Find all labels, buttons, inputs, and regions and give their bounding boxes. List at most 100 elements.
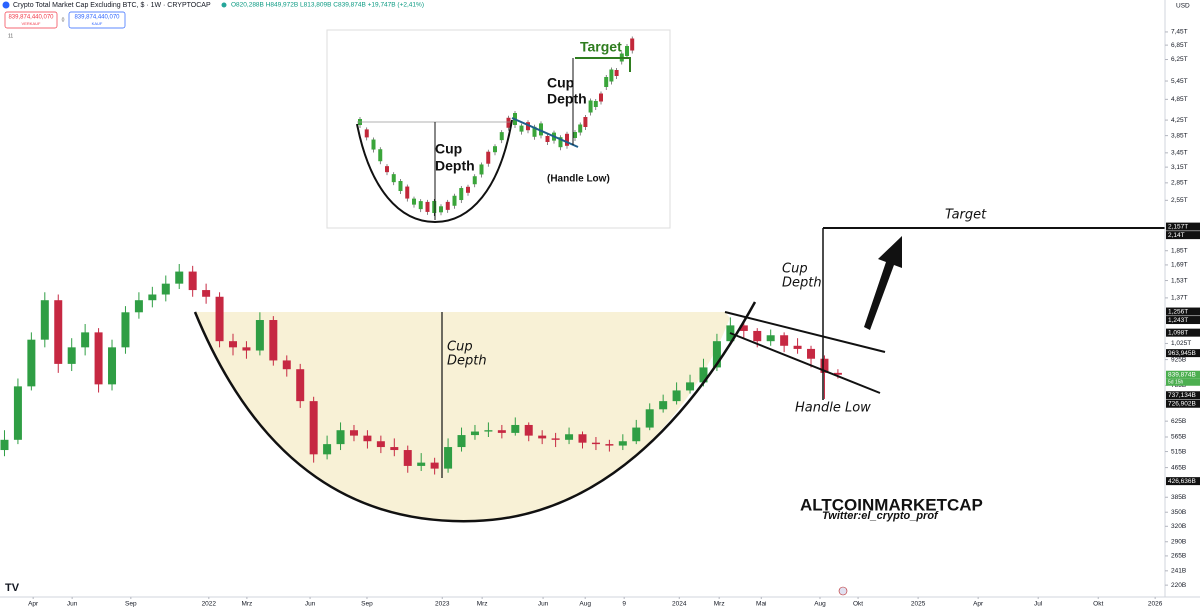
candle-body [67, 347, 76, 364]
inset-candle [412, 198, 416, 205]
x-tick-label: 2025 [911, 601, 926, 608]
countdown-box [1166, 378, 1200, 386]
inset-cup [356, 119, 513, 224]
candle-body [524, 424, 533, 436]
flag-top [724, 311, 886, 353]
inset-candle [493, 146, 497, 153]
inset-candle [545, 136, 550, 142]
inset-candle [539, 123, 543, 136]
candle-body [430, 462, 439, 469]
interval[interactable]: 11 [8, 33, 13, 39]
candle-body [753, 330, 762, 342]
buy-button[interactable] [68, 11, 126, 29]
candle-body [470, 431, 479, 436]
candle-body [578, 434, 587, 443]
y-tick-label: 2,85T [1171, 180, 1188, 187]
symbol-title: Crypto Total Market Cap Excluding BTC, $… [13, 2, 211, 9]
price-label: 2,14T [1168, 232, 1185, 239]
candle-body [766, 335, 775, 342]
inset-candle [578, 124, 583, 133]
cup-depth-label: Cup [447, 340, 473, 355]
inset-candle [378, 149, 383, 162]
countdown: 5d 15h [1168, 380, 1184, 386]
x-tick-label: 2022 [202, 601, 217, 608]
y-tick-label: 290B [1171, 538, 1186, 545]
candle-body [148, 294, 157, 301]
price-label-box [1166, 328, 1200, 337]
currency[interactable]: USD [1176, 3, 1190, 10]
inset-candle [466, 186, 470, 193]
x-tick-label: Sep [361, 601, 373, 608]
inset-candle [364, 129, 369, 138]
price-label: 1,256T [1168, 308, 1188, 315]
candle-body [645, 409, 654, 428]
inset-candle [593, 101, 598, 107]
annotations [193, 227, 1165, 523]
candle-body [591, 442, 600, 445]
candle-body [618, 441, 627, 446]
candle-body [282, 360, 291, 370]
x-tick-label: Jun [305, 601, 316, 608]
sell-button[interactable] [4, 11, 58, 29]
inset-candle [604, 77, 609, 87]
y-tick-label: 1,37T [1171, 295, 1188, 302]
sell-price: 839,874,440,070 [8, 15, 54, 21]
x-tick-label: Sep [125, 601, 137, 608]
candle-body [793, 345, 802, 349]
candle-body [699, 367, 708, 383]
x-tick-label: 2023 [435, 601, 450, 608]
candle-body [296, 369, 305, 402]
candle-body [108, 347, 117, 385]
candle-body [121, 312, 130, 348]
price-label-box [1166, 477, 1200, 486]
inset-frame [326, 29, 671, 229]
x-tick-label: Aug [579, 601, 591, 608]
x-tick-label: Apr [28, 601, 39, 608]
inset-candle [588, 100, 593, 113]
candle-body [686, 382, 695, 391]
y-tick-label: 241B [1171, 568, 1186, 575]
inset-candle [506, 117, 511, 128]
inset-handle-low: (Handle Low) [547, 174, 610, 185]
inset-candle [519, 125, 524, 132]
x-tick-label: Mai [756, 601, 766, 608]
inset-candle [385, 166, 389, 173]
inset-candle [609, 69, 614, 82]
candle-body [27, 339, 36, 387]
y-tick-label: 6,85T [1171, 42, 1188, 49]
inset-candle [486, 151, 491, 164]
candle-body [202, 290, 211, 297]
y-tick-label: 1,53T [1171, 277, 1188, 284]
inset-candle [565, 133, 569, 146]
price-label-box [1166, 307, 1200, 316]
x-tick-label: 2024 [672, 601, 687, 608]
symbol-icon [2, 1, 10, 9]
sell-label: VERKAUF [22, 21, 41, 26]
price-label: 426,636B [1168, 478, 1196, 485]
candle-body [94, 332, 103, 385]
candle-body [632, 427, 641, 442]
inset-candle [445, 201, 450, 210]
candle-body [336, 430, 345, 445]
candle-body [323, 444, 332, 455]
inset-candle [425, 201, 430, 212]
candle-body [565, 434, 574, 440]
price-label-box [1166, 231, 1200, 240]
x-tick-label: 9 [622, 601, 626, 608]
inset-candle [614, 70, 619, 76]
candle-body [833, 372, 842, 375]
x-tick-label: Mrz [477, 601, 488, 608]
y-tick-label: 5,45T [1171, 78, 1188, 85]
inset-candle [472, 176, 477, 185]
inset-candle [371, 139, 376, 150]
inset-candle [418, 201, 423, 210]
y-tick-label: 1,85T [1171, 247, 1188, 254]
candle-body [0, 439, 9, 451]
candle-body [376, 441, 385, 448]
candle-body [363, 435, 372, 442]
price-label: 726,902B [1168, 400, 1196, 407]
cup-depth-label: Depth [447, 354, 487, 369]
y-tick-label: 465B [1171, 464, 1186, 471]
flag-icon [838, 586, 848, 596]
